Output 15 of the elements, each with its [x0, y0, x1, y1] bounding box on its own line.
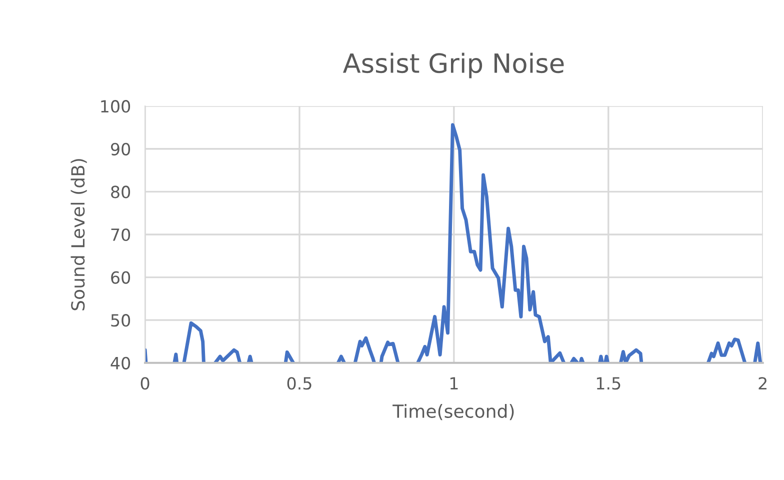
x-tick-label: 0 — [140, 377, 150, 390]
y-tick-label: 60 — [111, 271, 130, 284]
y-tick-label: 70 — [111, 228, 130, 242]
chart-title: Assist Grip Noise — [342, 52, 564, 78]
y-tick-label: 80 — [111, 186, 130, 198]
y-tick-label: 40 — [110, 356, 130, 370]
x-tick-label: 2 — [758, 377, 766, 390]
y-tick-label: 90 — [110, 142, 130, 156]
x-tick-label: 0.5 — [287, 377, 312, 390]
y-axis-title: Sound Level (dB) — [70, 159, 87, 310]
y-tick-label: 50 — [111, 314, 130, 327]
x-tick-label: 1.5 — [596, 377, 620, 390]
y-tick-label: 100 — [101, 100, 130, 113]
x-axis-title: Time(second) — [392, 404, 514, 420]
x-tick-label: 1 — [450, 377, 458, 390]
